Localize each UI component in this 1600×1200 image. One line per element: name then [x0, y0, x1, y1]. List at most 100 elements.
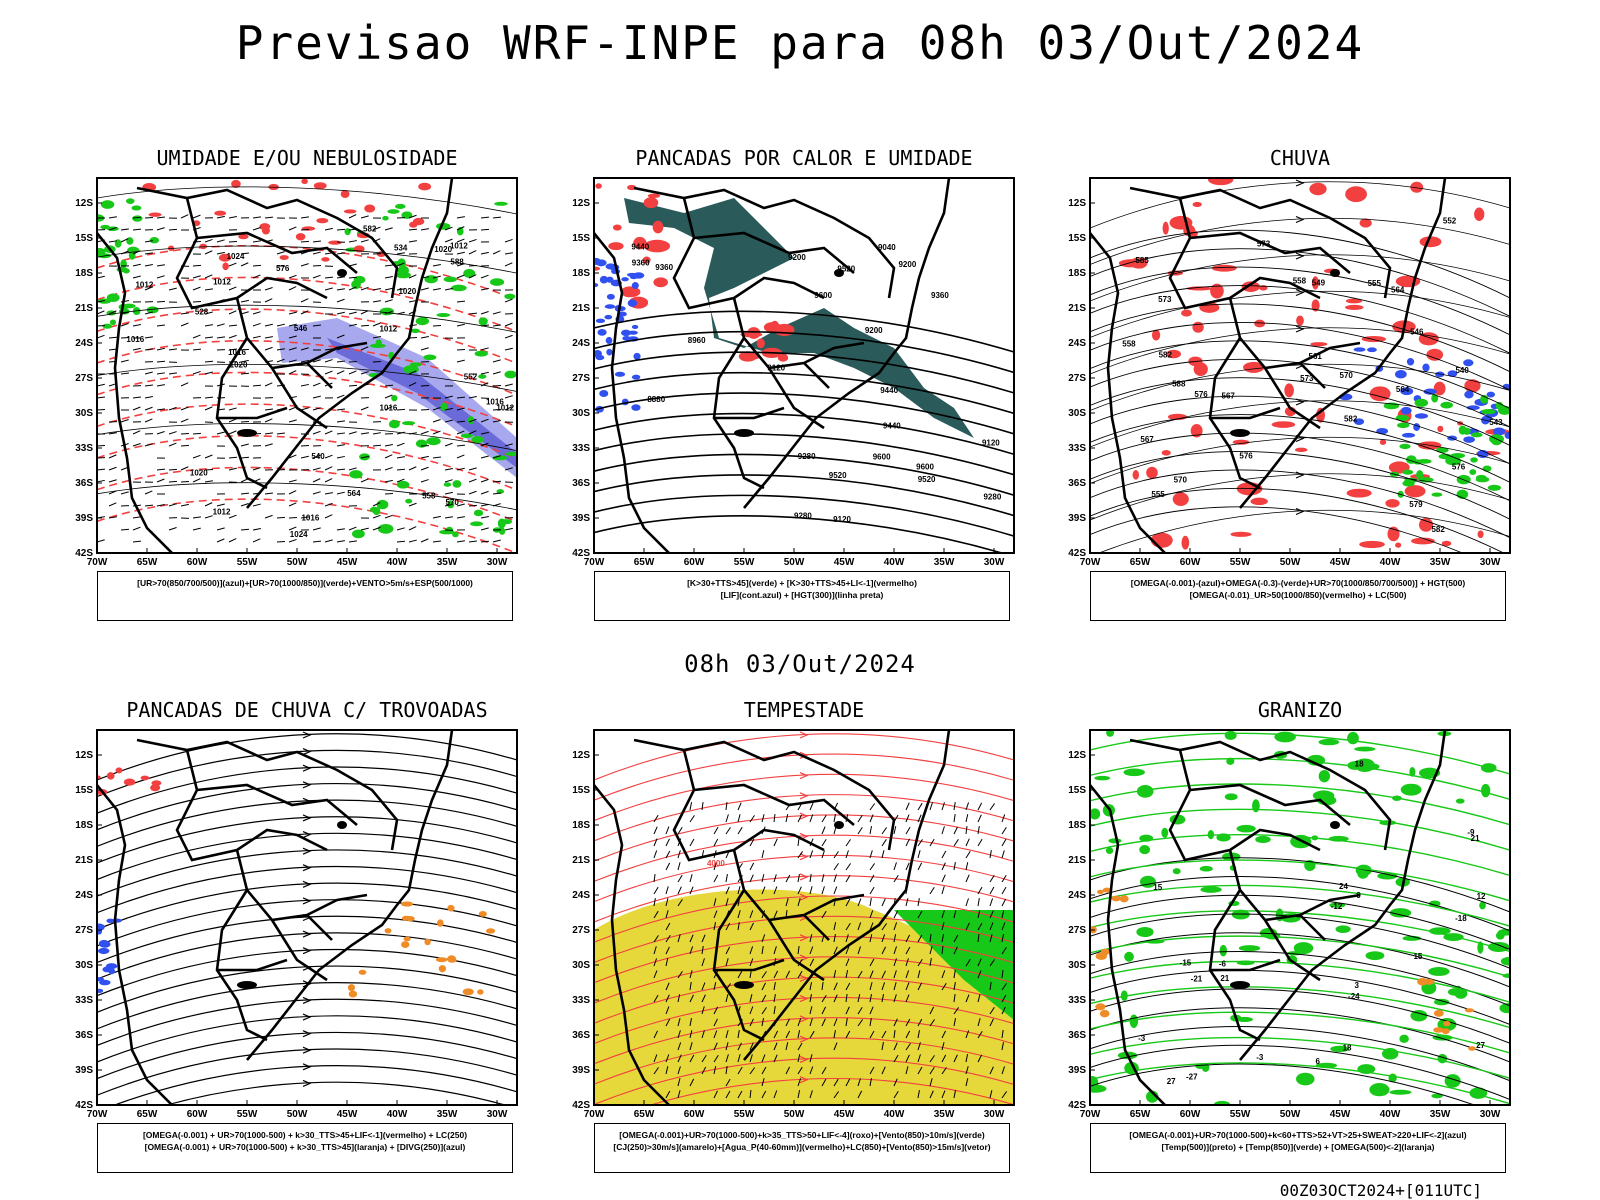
- lat-tick-label: 39S: [1068, 513, 1086, 524]
- shaded-area: [150, 784, 161, 792]
- legend-line: [OMEGA(-0.001)+UR>70(1000-500)+k<60+TTS>…: [1129, 1130, 1467, 1140]
- wind-vector: [348, 263, 357, 267]
- lake: [834, 269, 844, 277]
- wind-vector: [773, 1030, 779, 1039]
- wind-vector: [893, 1078, 898, 1087]
- shaded-area: [1309, 182, 1327, 196]
- contour-label: 588: [1172, 380, 1186, 389]
- wind-vector: [324, 276, 334, 279]
- wind-vector: [713, 1054, 719, 1063]
- lat-tick-label: 36S: [572, 478, 590, 489]
- contour-line: [1090, 377, 1510, 446]
- wind-vector: [192, 516, 201, 519]
- wind-vector: [749, 994, 753, 1003]
- contour-label: 555: [1151, 490, 1165, 499]
- shaded-area: [1486, 391, 1496, 398]
- wind-vector: [216, 215, 225, 219]
- lat-tick-label: 36S: [75, 478, 93, 489]
- streamline: [594, 834, 1014, 882]
- wind-vector: [665, 1018, 671, 1027]
- wind-vector: [264, 514, 273, 519]
- contour-label: 1024: [290, 530, 308, 539]
- shaded-area: [1379, 439, 1387, 445]
- shaded-area: [606, 293, 615, 300]
- shaded-area: [401, 211, 413, 219]
- wind-vector: [977, 1054, 983, 1063]
- shaded-area: [1106, 730, 1115, 737]
- wind-vector: [881, 1042, 884, 1051]
- wind-vector: [120, 228, 129, 231]
- wind-vector: [108, 227, 117, 231]
- wind-vector: [204, 480, 213, 483]
- lon-tick-label: 30W: [984, 557, 1005, 568]
- wind-vector: [701, 982, 706, 991]
- wind-vector: [97, 383, 105, 387]
- wind-vector: [492, 216, 502, 219]
- wind-vector: [845, 934, 849, 943]
- wind-vector: [336, 468, 346, 471]
- wind-vector: [396, 456, 405, 459]
- wind-vector: [444, 287, 453, 291]
- shaded-area: [451, 284, 467, 292]
- wind-vector: [408, 526, 417, 531]
- wind-vector: [821, 982, 824, 991]
- shaded-area: [1499, 1003, 1510, 1014]
- wind-vector: [468, 490, 477, 495]
- contour-label: 582: [1159, 351, 1173, 360]
- wind-vector: [761, 886, 766, 895]
- contour-line: [97, 244, 517, 301]
- lon-tick-label: 60W: [1180, 1109, 1201, 1120]
- wind-vector: [492, 324, 502, 327]
- lat-tick-label: 33S: [572, 443, 590, 454]
- contour-line: [1090, 808, 1510, 851]
- wind-vector: [108, 216, 117, 219]
- wind-vector: [809, 1006, 813, 1015]
- wind-vector: [833, 934, 836, 943]
- streamline-arrow: [302, 1046, 312, 1054]
- wind-vector: [869, 826, 873, 835]
- contour-label: 9440: [883, 422, 901, 431]
- lat-tick-label: 33S: [1068, 995, 1086, 1006]
- shaded-area: [1475, 474, 1487, 480]
- wind-vector: [917, 1030, 921, 1039]
- streamline-arrow: [302, 847, 312, 855]
- wind-vector: [312, 407, 321, 411]
- wind-vector: [108, 516, 117, 519]
- contour-label: 576: [1194, 390, 1208, 399]
- shaded-area: [1400, 783, 1422, 796]
- wind-vector: [336, 311, 345, 315]
- lat-tick-label: 18S: [75, 820, 93, 831]
- wind-vector: [336, 394, 345, 399]
- wind-vector: [965, 838, 970, 847]
- lat-tick-label: 15S: [572, 785, 590, 796]
- shaded-area: [447, 500, 455, 509]
- lat-tick-label: 24S: [572, 890, 590, 901]
- shaded-area: [259, 223, 271, 231]
- wind-vector: [324, 370, 333, 375]
- contour-label: 9520: [837, 265, 855, 274]
- wind-vector: [665, 862, 671, 871]
- shaded-area: [1482, 465, 1492, 472]
- wind-vector: [348, 384, 358, 387]
- shaded-area: [1354, 418, 1365, 426]
- wind-vector: [1001, 934, 1005, 943]
- wind-vector: [144, 504, 154, 507]
- wind-vector: [689, 1078, 695, 1087]
- wind-vector: [809, 946, 814, 955]
- contour-line: [1090, 988, 1510, 1044]
- contour-label: 9360: [655, 263, 673, 272]
- shaded-area: [496, 489, 505, 494]
- wind-vector: [384, 394, 393, 399]
- wind-vector: [761, 1078, 765, 1087]
- wind-vector: [132, 275, 141, 279]
- wind-vector: [689, 815, 695, 823]
- wind-vector: [905, 1030, 911, 1039]
- contour-line: [1090, 303, 1510, 373]
- wind-vector: [420, 479, 429, 483]
- streamline: [594, 875, 1014, 923]
- lat-tick-label: 21S: [572, 303, 590, 314]
- streamline: [97, 998, 517, 1047]
- wind-vector: [965, 814, 969, 823]
- contour-line: [1090, 469, 1510, 539]
- shaded-area: [403, 936, 411, 942]
